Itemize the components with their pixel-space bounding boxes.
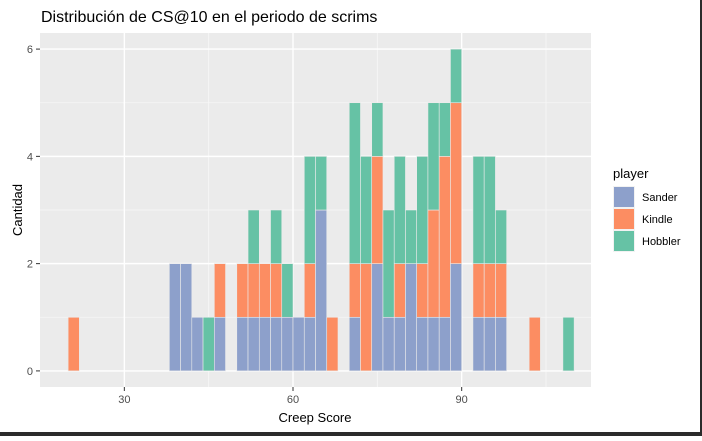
bar-hobbler [383,210,394,317]
x-tick-label: 30 [118,394,130,406]
bar-sander [372,264,383,371]
bar-hobbler [417,156,428,263]
bar-kindle [394,264,405,318]
bar-hobbler [439,103,450,157]
bar-sander [484,317,495,371]
legend-label-hobbler: Hobbler [642,236,681,248]
bar-sander [383,317,394,371]
bar-hobbler [563,317,574,371]
bar-kindle [349,264,360,318]
bar-sander [282,317,293,371]
legend-label-kindle: Kindle [642,214,673,226]
bar-sander [237,317,248,371]
bar-sander [169,264,180,371]
bar-hobbler [450,49,461,103]
bar-hobbler [360,156,371,263]
y-tick-label: 0 [27,366,33,378]
bar-sander [259,317,270,371]
bar-kindle [68,317,79,371]
bar-sander [439,317,450,371]
bar-kindle [360,264,371,371]
bar-sander [405,264,416,371]
bar-kindle [304,264,315,318]
bar-hobbler [203,317,214,371]
bar-kindle [327,317,338,371]
bar-hobbler [473,156,484,263]
bar-hobbler [484,156,495,263]
bar-kindle [214,264,225,318]
bar-kindle [484,264,495,318]
bar-hobbler [271,210,282,264]
bar-hobbler [495,210,506,264]
bar-kindle [428,210,439,317]
bar-sander [473,317,484,371]
chart-title: Distribución de CS@10 en el periodo de s… [41,9,377,26]
x-tick-label: 90 [456,394,468,406]
bar-kindle [495,264,506,318]
y-tick-label: 4 [27,151,33,163]
bar-hobbler [372,103,383,157]
bar-kindle [473,264,484,318]
bar-hobbler [394,156,405,263]
bar-sander [349,317,360,371]
bar-hobbler [428,103,439,210]
bar-hobbler [316,156,327,210]
bar-sander [428,317,439,371]
legend-label-sander: Sander [642,192,678,204]
bar-sander [394,317,405,371]
x-tick-label: 60 [287,394,299,406]
bar-kindle [248,264,259,318]
bar-sander [450,264,461,371]
legend-title: player [613,166,649,181]
legend-key-kindle [614,209,634,229]
bar-kindle [372,156,383,263]
bar-sander [214,317,225,371]
bar-sander [316,210,327,371]
bar-sander [192,317,203,371]
bar-sander [248,317,259,371]
bar-hobbler [304,156,315,263]
bar-sander [417,317,428,371]
bar-kindle [259,264,270,318]
bar-sander [495,317,506,371]
legend: player Sander Kindle Hobbler [613,166,681,252]
bar-kindle [439,156,450,317]
bar-kindle [237,264,248,318]
legend-key-hobbler [614,231,634,251]
y-tick-label: 6 [27,44,33,56]
bar-sander [304,317,315,371]
bar-kindle [529,317,540,371]
y-axis-label: Cantidad [10,184,25,236]
bar-hobbler [248,210,259,264]
bar-kindle [417,264,428,318]
bar-sander [271,317,282,371]
window-bottom-edge [0,432,702,436]
bar-sander [181,264,192,371]
bar-sander [293,317,304,371]
bar-kindle [271,264,282,318]
legend-key-sander [614,187,634,207]
bar-hobbler [405,210,416,264]
bar-hobbler [349,103,360,264]
bar-kindle [450,103,461,264]
y-tick-label: 2 [27,259,33,271]
bar-hobbler [282,264,293,318]
x-axis-label: Creep Score [279,410,352,425]
